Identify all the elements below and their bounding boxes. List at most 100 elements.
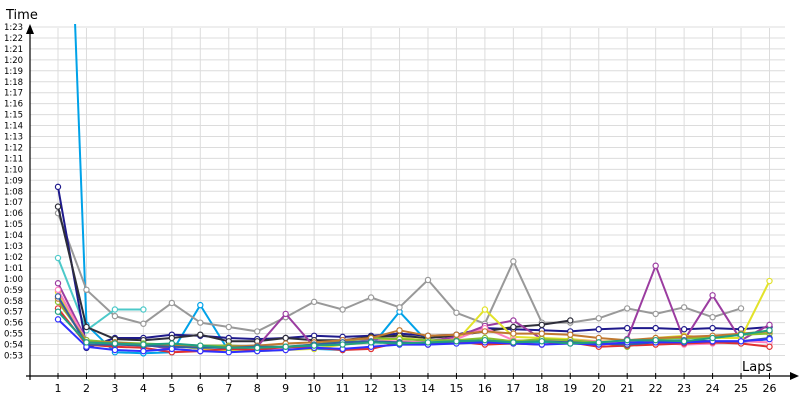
series-2 xyxy=(54,209,745,335)
y-tick-label: 1:02 xyxy=(4,253,23,263)
data-point xyxy=(424,276,432,284)
data-point xyxy=(396,327,403,334)
y-tick-label: 1:14 xyxy=(4,122,23,132)
data-point xyxy=(225,344,232,352)
data-point xyxy=(310,342,318,349)
data-point xyxy=(680,304,688,311)
y-tick-label: 1:09 xyxy=(4,176,23,186)
data-point xyxy=(709,292,716,299)
x-tick-label: 3 xyxy=(111,382,118,395)
data-point xyxy=(737,331,745,338)
x-tick-label: 15 xyxy=(449,382,463,395)
axes xyxy=(26,24,799,380)
data-point xyxy=(652,310,659,318)
y-tick-label: 0:57 xyxy=(4,308,23,318)
data-point xyxy=(54,316,62,323)
data-point xyxy=(567,317,574,324)
data-point xyxy=(168,299,176,307)
data-point xyxy=(168,345,176,353)
y-tick-label: 1:05 xyxy=(4,220,23,230)
data-point xyxy=(424,332,432,339)
data-point xyxy=(83,339,90,346)
data-point xyxy=(140,347,147,355)
data-point xyxy=(424,339,432,346)
data-point xyxy=(538,321,546,329)
data-point xyxy=(766,277,773,285)
data-point xyxy=(481,336,489,344)
data-point xyxy=(54,254,62,262)
data-point xyxy=(54,203,62,210)
y-tick-label: 1:20 xyxy=(4,56,23,66)
data-point xyxy=(595,315,602,322)
x-tick-label: 11 xyxy=(336,382,350,395)
data-point xyxy=(510,317,517,324)
y-tick-label: 1:00 xyxy=(4,275,23,285)
series-14 xyxy=(54,308,773,352)
y-tick-label: 0:59 xyxy=(4,286,23,296)
x-tick-label: 8 xyxy=(254,382,261,395)
data-point xyxy=(510,258,517,265)
data-point xyxy=(766,343,773,350)
data-point xyxy=(83,323,90,331)
data-point xyxy=(652,324,659,332)
data-point xyxy=(83,286,90,293)
data-point xyxy=(197,331,204,338)
data-point xyxy=(737,338,745,345)
y-tick-label: 0:53 xyxy=(4,352,23,362)
data-point xyxy=(310,298,318,306)
x-tick-label: 9 xyxy=(282,382,289,395)
x-tick-label: 4 xyxy=(140,382,147,395)
data-point xyxy=(54,293,62,300)
x-tick-label: 20 xyxy=(592,382,606,395)
x-tick-label: 6 xyxy=(197,382,204,395)
x-tick-label: 10 xyxy=(307,382,321,395)
x-tick-label: 12 xyxy=(364,382,378,395)
data-point xyxy=(54,183,62,191)
data-point xyxy=(140,341,147,348)
y-tick-label: 1:10 xyxy=(4,165,23,175)
x-tick-label: 17 xyxy=(506,382,520,395)
data-point xyxy=(652,336,659,344)
data-point xyxy=(709,324,716,332)
data-point xyxy=(766,321,773,329)
y-tick-label: 0:54 xyxy=(4,341,23,351)
y-tick-label: 1:23 xyxy=(4,23,23,33)
data-point xyxy=(197,319,204,326)
data-point xyxy=(282,310,289,318)
x-tick-label: 25 xyxy=(734,382,748,395)
data-point xyxy=(111,306,119,313)
data-point xyxy=(140,320,147,327)
x-axis-arrow xyxy=(790,372,799,380)
data-point xyxy=(225,323,232,331)
data-point xyxy=(709,334,716,342)
data-point xyxy=(367,294,375,301)
x-axis-title: Laps xyxy=(742,360,772,375)
data-point xyxy=(510,339,517,346)
data-point xyxy=(766,327,773,334)
data-point xyxy=(254,344,261,352)
data-point xyxy=(538,338,546,345)
data-point xyxy=(680,326,688,333)
data-point xyxy=(766,335,773,343)
data-point xyxy=(111,340,119,347)
data-point xyxy=(254,328,261,335)
data-point xyxy=(168,334,176,342)
data-point xyxy=(453,338,460,345)
data-point xyxy=(510,323,517,331)
x-tick-label: 24 xyxy=(706,382,720,395)
data-point xyxy=(624,324,631,332)
series-lines xyxy=(54,24,773,357)
y-tick-label: 1:12 xyxy=(4,143,23,153)
data-point xyxy=(595,326,602,333)
data-point xyxy=(567,340,574,347)
data-point xyxy=(282,334,289,342)
y-tick-label: 1:13 xyxy=(4,133,23,143)
data-point xyxy=(453,331,460,338)
data-point xyxy=(367,339,375,346)
data-point xyxy=(624,336,631,344)
data-point xyxy=(197,342,204,349)
y-tick-label: 0:58 xyxy=(4,297,23,307)
x-tick-label: 21 xyxy=(620,382,634,395)
series-line xyxy=(57,186,770,349)
